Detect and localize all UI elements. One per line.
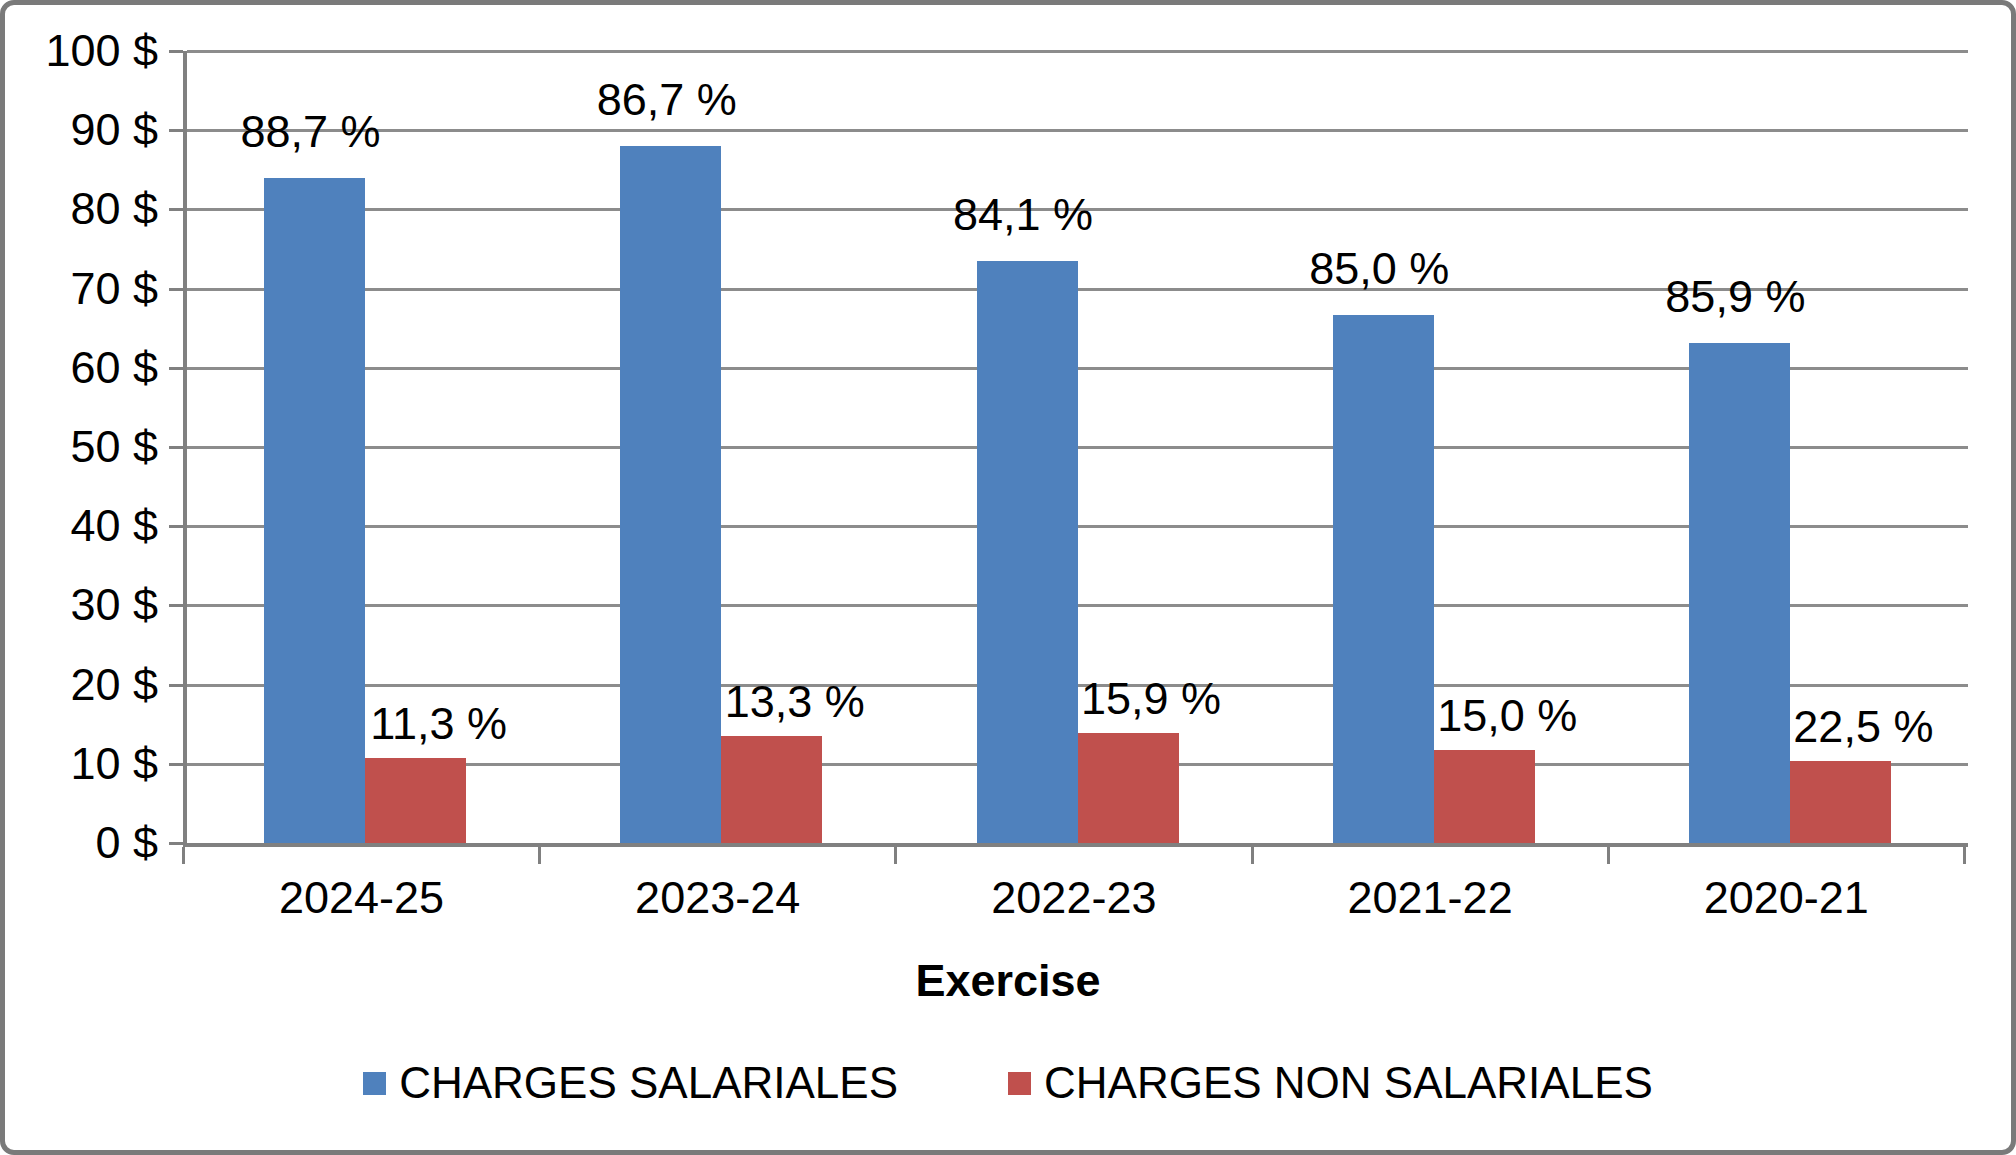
y-axis-label-50: 50 $ xyxy=(8,424,158,469)
x-axis-label-2022-23: 2022-23 xyxy=(895,872,1252,924)
bar-non-salariales-2024-25 xyxy=(365,758,466,843)
x-axis-label-2020-21: 2020-21 xyxy=(1608,872,1965,924)
x-axis-title: Exercise xyxy=(0,955,2016,1007)
x-axis-tick xyxy=(894,847,897,864)
data-label-non-salariales-2020-21: 22,5 % xyxy=(1793,703,1933,751)
bar-salariales-2021-22 xyxy=(1333,315,1434,843)
x-axis-tick xyxy=(1607,847,1610,864)
y-axis-tick xyxy=(169,50,183,53)
y-axis-tick xyxy=(169,842,183,845)
data-label-non-salariales-2022-23: 15,9 % xyxy=(1081,675,1221,723)
legend: CHARGES SALARIALES CHARGES NON SALARIALES xyxy=(0,1058,2016,1108)
x-axis-tick xyxy=(1963,847,1966,864)
data-label-salariales-2021-22: 85,0 % xyxy=(1309,245,1449,293)
x-axis-tick xyxy=(1251,847,1254,864)
data-label-non-salariales-2024-25: 11,3 % xyxy=(370,700,507,748)
y-axis-tick xyxy=(169,604,183,607)
y-axis-label-40: 40 $ xyxy=(8,503,158,548)
y-axis-label-10: 10 $ xyxy=(8,741,158,786)
y-axis-tick xyxy=(169,525,183,528)
gridline-100 xyxy=(187,50,1968,53)
legend-item-non-salariales: CHARGES NON SALARIALES xyxy=(1008,1058,1653,1108)
bar-salariales-2023-24 xyxy=(620,146,721,843)
legend-marker-icon xyxy=(1008,1072,1031,1095)
gridline-90 xyxy=(187,129,1968,132)
bar-non-salariales-2021-22 xyxy=(1434,750,1535,843)
y-axis-tick xyxy=(169,367,183,370)
y-axis-tick xyxy=(169,684,183,687)
y-axis-tick xyxy=(169,208,183,211)
x-axis-label-2023-24: 2023-24 xyxy=(539,872,896,924)
data-label-salariales-2023-24: 86,7 % xyxy=(597,76,737,124)
data-label-salariales-2024-25: 88,7 % xyxy=(241,108,381,156)
y-axis-tick xyxy=(169,763,183,766)
x-axis-tick xyxy=(182,847,185,864)
y-axis-label-90: 90 $ xyxy=(8,107,158,152)
bar-non-salariales-2023-24 xyxy=(721,736,822,843)
y-axis-label-0: 0 $ xyxy=(8,820,158,865)
x-axis-tick xyxy=(538,847,541,864)
data-label-non-salariales-2021-22: 15,0 % xyxy=(1437,692,1577,740)
y-axis-label-100: 100 $ xyxy=(8,28,158,73)
y-axis-label-70: 70 $ xyxy=(8,266,158,311)
bar-non-salariales-2022-23 xyxy=(1078,733,1179,843)
data-label-non-salariales-2023-24: 13,3 % xyxy=(725,678,865,726)
bar-salariales-2024-25 xyxy=(264,178,365,843)
y-axis-tick xyxy=(169,446,183,449)
legend-label: CHARGES NON SALARIALES xyxy=(1044,1058,1653,1108)
y-axis-label-20: 20 $ xyxy=(8,662,158,707)
y-axis-tick xyxy=(169,288,183,291)
data-label-salariales-2022-23: 84,1 % xyxy=(953,191,1093,239)
legend-label: CHARGES SALARIALES xyxy=(399,1058,898,1108)
y-axis-label-80: 80 $ xyxy=(8,186,158,231)
y-axis-label-30: 30 $ xyxy=(8,582,158,627)
y-axis-tick xyxy=(169,129,183,132)
y-axis-label-60: 60 $ xyxy=(8,345,158,390)
bar-salariales-2022-23 xyxy=(977,261,1078,843)
chart-screenshot: 0 $ 10 $ 20 $ 30 $ 40 $ 50 $ 60 $ 70 $ 80 $ 90 $ 1… xyxy=(0,0,2016,1155)
bar-salariales-2020-21 xyxy=(1689,343,1790,843)
x-axis-label-2021-22: 2021-22 xyxy=(1252,872,1609,924)
x-axis-label-2024-25: 2024-25 xyxy=(183,872,540,924)
legend-marker-icon xyxy=(363,1072,386,1095)
legend-item-salariales: CHARGES SALARIALES xyxy=(363,1058,898,1108)
bar-non-salariales-2020-21 xyxy=(1790,761,1891,843)
data-label-salariales-2020-21: 85,9 % xyxy=(1665,273,1805,321)
